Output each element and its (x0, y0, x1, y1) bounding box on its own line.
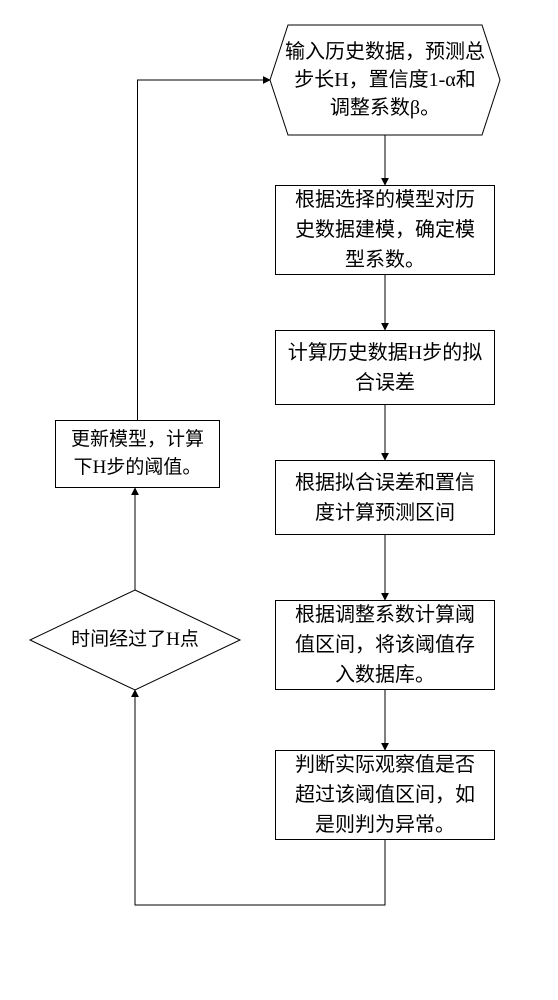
node-fit-error: 计算历史数据H步的拟合误差 (275, 330, 495, 405)
node-model-build: 根据选择的模型对历史数据建模，确定模型系数。 (275, 185, 495, 275)
node-judge-label: 判断实际观察值是否超过该阈值区间，如是则判为异常。 (286, 750, 484, 840)
node-judge: 判断实际观察值是否超过该阈值区间，如是则判为异常。 (275, 750, 495, 840)
decision-label: 时间经过了H点 (71, 627, 199, 654)
node-model-build-label: 根据选择的模型对历史数据建模，确定模型系数。 (286, 185, 484, 275)
node-pred-interval: 根据拟合误差和置信度计算预测区间 (275, 460, 495, 535)
node-threshold: 根据调整系数计算阈值区间，将该阈值存入数据库。 (275, 600, 495, 690)
node-pred-interval-label: 根据拟合误差和置信度计算预测区间 (286, 468, 484, 528)
node-threshold-label: 根据调整系数计算阈值区间，将该阈值存入数据库。 (286, 600, 484, 690)
node-update-model: 更新模型，计算下H步的阈值。 (55, 420, 220, 488)
decision-node-text: 时间经过了H点 (55, 615, 215, 665)
node-fit-error-label: 计算历史数据H步的拟合误差 (286, 338, 484, 398)
start-node-text: 输入历史数据，预测总步长H，置信度1-α和调整系数β。 (285, 35, 485, 125)
start-label: 输入历史数据，预测总步长H，置信度1-α和调整系数β。 (285, 38, 485, 122)
node-update-label: 更新模型，计算下H步的阈值。 (66, 426, 209, 483)
